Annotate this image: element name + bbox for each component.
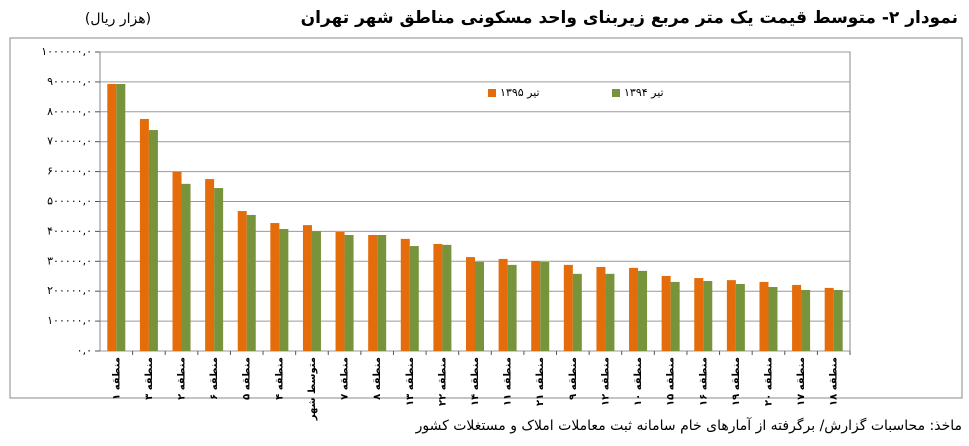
y-tick-label: ۰,۰ <box>77 344 92 357</box>
y-tick-label: ۱۰۰۰۰۰,۰ <box>47 314 92 327</box>
bar <box>572 273 582 351</box>
y-tick-label: ۵۰۰۰۰۰,۰ <box>47 195 92 208</box>
bar <box>116 83 126 352</box>
bar <box>279 229 289 351</box>
bar <box>148 130 158 351</box>
bar <box>302 225 312 351</box>
x-tick-label: منطقه ۱۲ <box>600 357 611 406</box>
y-tick-label: ۱۰۰۰۰۰۰,۰ <box>41 45 92 58</box>
bar <box>400 238 410 351</box>
x-tick-label: منطقه ۲ <box>177 357 188 400</box>
bar <box>596 266 606 351</box>
x-tick-label: منطقه ۸ <box>372 357 383 400</box>
source-note: ماخذ: محاسبات گزارش/ برگرفته از آمارهای … <box>415 417 962 434</box>
bar <box>205 179 215 351</box>
bar <box>670 281 680 351</box>
y-tick-label: ۴۰۰۰۰۰,۰ <box>47 224 92 237</box>
bar <box>629 267 639 351</box>
x-tick-label: منطقه ۲۰ <box>763 357 774 406</box>
y-tick-label: ۶۰۰۰۰۰,۰ <box>47 165 92 178</box>
bar <box>661 275 671 351</box>
x-tick-label: منطقه ۲۱ <box>535 357 546 406</box>
bar <box>638 270 648 351</box>
bar <box>433 243 443 351</box>
bar <box>181 183 191 351</box>
x-tick-label: منطقه ۶ <box>209 357 220 400</box>
bar <box>726 280 736 351</box>
x-tick-label: متوسط شهر <box>307 357 318 421</box>
bar <box>735 284 745 351</box>
legend-label: تیر ۱۳۹۴ <box>624 86 664 99</box>
x-tick-label: منطقه ۷ <box>340 357 351 400</box>
bar <box>531 261 541 351</box>
bar <box>409 246 419 351</box>
bar <box>270 223 280 351</box>
x-tick-label: منطقه ۱۴ <box>470 357 481 406</box>
bar <box>335 231 345 351</box>
y-tick-label: ۷۰۰۰۰۰,۰ <box>47 135 92 148</box>
bar <box>139 118 149 351</box>
bar <box>694 278 704 351</box>
x-tick-label: منطقه ۱۰ <box>633 357 644 406</box>
x-tick-label: منطقه ۲۲ <box>437 357 448 406</box>
bar <box>311 231 321 351</box>
bar <box>246 214 256 351</box>
x-tick-label: منطقه ۱۵ <box>666 357 677 406</box>
unit-label: (هزار ریال) <box>85 11 151 27</box>
x-tick-label: منطقه ۱۸ <box>829 357 840 406</box>
y-tick-label: ۳۰۰۰۰۰,۰ <box>47 254 92 267</box>
bar <box>768 287 778 351</box>
legend-label: تیر ۱۳۹۵ <box>500 86 540 99</box>
bar <box>563 264 573 351</box>
x-tick-label: منطقه ۴ <box>274 357 285 400</box>
bar <box>792 284 802 351</box>
bar <box>172 171 182 351</box>
x-tick-label: منطقه ۱ <box>111 357 122 400</box>
bar <box>214 188 224 351</box>
bar <box>442 244 452 351</box>
bar <box>801 290 811 351</box>
bar <box>368 234 378 351</box>
bar <box>540 261 550 351</box>
legend-swatch <box>488 89 496 97</box>
y-tick-label: ۲۰۰۰۰۰,۰ <box>47 284 92 297</box>
bar <box>466 257 475 351</box>
x-tick-label: منطقه ۹ <box>568 357 579 400</box>
bar <box>237 211 247 351</box>
bar <box>605 273 615 351</box>
x-tick-label: منطقه ۱۶ <box>698 357 709 406</box>
x-tick-label: منطقه ۳ <box>144 357 155 400</box>
y-tick-label: ۹۰۰۰۰۰,۰ <box>47 75 92 88</box>
chart-title: نمودار ۲- متوسط قیمت یک متر مربع زیربنای… <box>301 8 958 28</box>
bar <box>759 281 769 351</box>
x-tick-label: منطقه ۱۳ <box>405 357 416 406</box>
x-tick-label: منطقه ۱۱ <box>503 357 514 406</box>
y-tick-label: ۸۰۰۰۰۰,۰ <box>47 105 92 118</box>
bar <box>498 258 508 351</box>
legend-swatch <box>612 89 620 97</box>
bar <box>703 281 713 351</box>
bar <box>824 287 834 351</box>
x-tick-label: منطقه ۵ <box>242 357 253 400</box>
bar <box>344 234 354 351</box>
bar <box>475 261 484 351</box>
bar <box>377 234 387 351</box>
x-tick-label: منطقه ۱۷ <box>796 357 807 406</box>
x-tick-label: منطقه ۱۹ <box>731 357 742 406</box>
chart-frame <box>9 37 963 399</box>
bar <box>833 290 843 351</box>
bar <box>107 83 117 352</box>
bar <box>507 264 517 351</box>
